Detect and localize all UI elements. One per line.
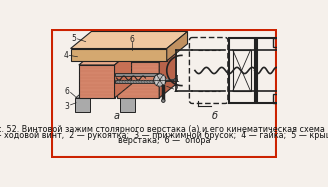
Bar: [273, 38, 279, 47]
Text: 3: 3: [64, 102, 69, 111]
Polygon shape: [75, 93, 96, 98]
Bar: [116, 62, 159, 98]
Polygon shape: [167, 31, 188, 61]
Text: а: а: [113, 111, 120, 121]
Bar: [71, 48, 167, 61]
Circle shape: [174, 78, 177, 82]
Bar: [229, 38, 255, 103]
Bar: [114, 73, 158, 76]
Polygon shape: [120, 93, 141, 98]
Polygon shape: [79, 51, 132, 65]
Text: 1: 1: [174, 75, 179, 84]
Polygon shape: [71, 31, 188, 48]
Text: 2: 2: [174, 85, 179, 94]
Bar: [114, 80, 158, 83]
Polygon shape: [114, 51, 132, 98]
Bar: [75, 98, 91, 112]
Bar: [257, 38, 279, 103]
Text: 4: 4: [64, 51, 69, 60]
Polygon shape: [116, 48, 176, 62]
Circle shape: [154, 74, 166, 86]
Text: 6: 6: [64, 87, 69, 96]
Text: б: б: [212, 111, 218, 121]
Bar: [233, 50, 251, 91]
Bar: [79, 65, 114, 98]
Text: Рис. 52. Винтовой зажим столярного верстака (а) и его кинематическая схема (б):: Рис. 52. Винтовой зажим столярного верст…: [0, 125, 328, 134]
Bar: [120, 98, 135, 112]
Bar: [273, 94, 279, 103]
Text: 5: 5: [71, 34, 76, 43]
Text: верстака;  6 —  опора: верстака; 6 — опора: [118, 137, 210, 145]
Text: 6: 6: [130, 35, 135, 44]
Circle shape: [162, 99, 165, 102]
Text: 1 — ходовой винт,  2 — рукоятка;  3 — прижимной брусок;  4 — гайка;  5 — крышка: 1 — ходовой винт, 2 — рукоятка; 3 — приж…: [0, 131, 328, 140]
Polygon shape: [159, 48, 176, 98]
